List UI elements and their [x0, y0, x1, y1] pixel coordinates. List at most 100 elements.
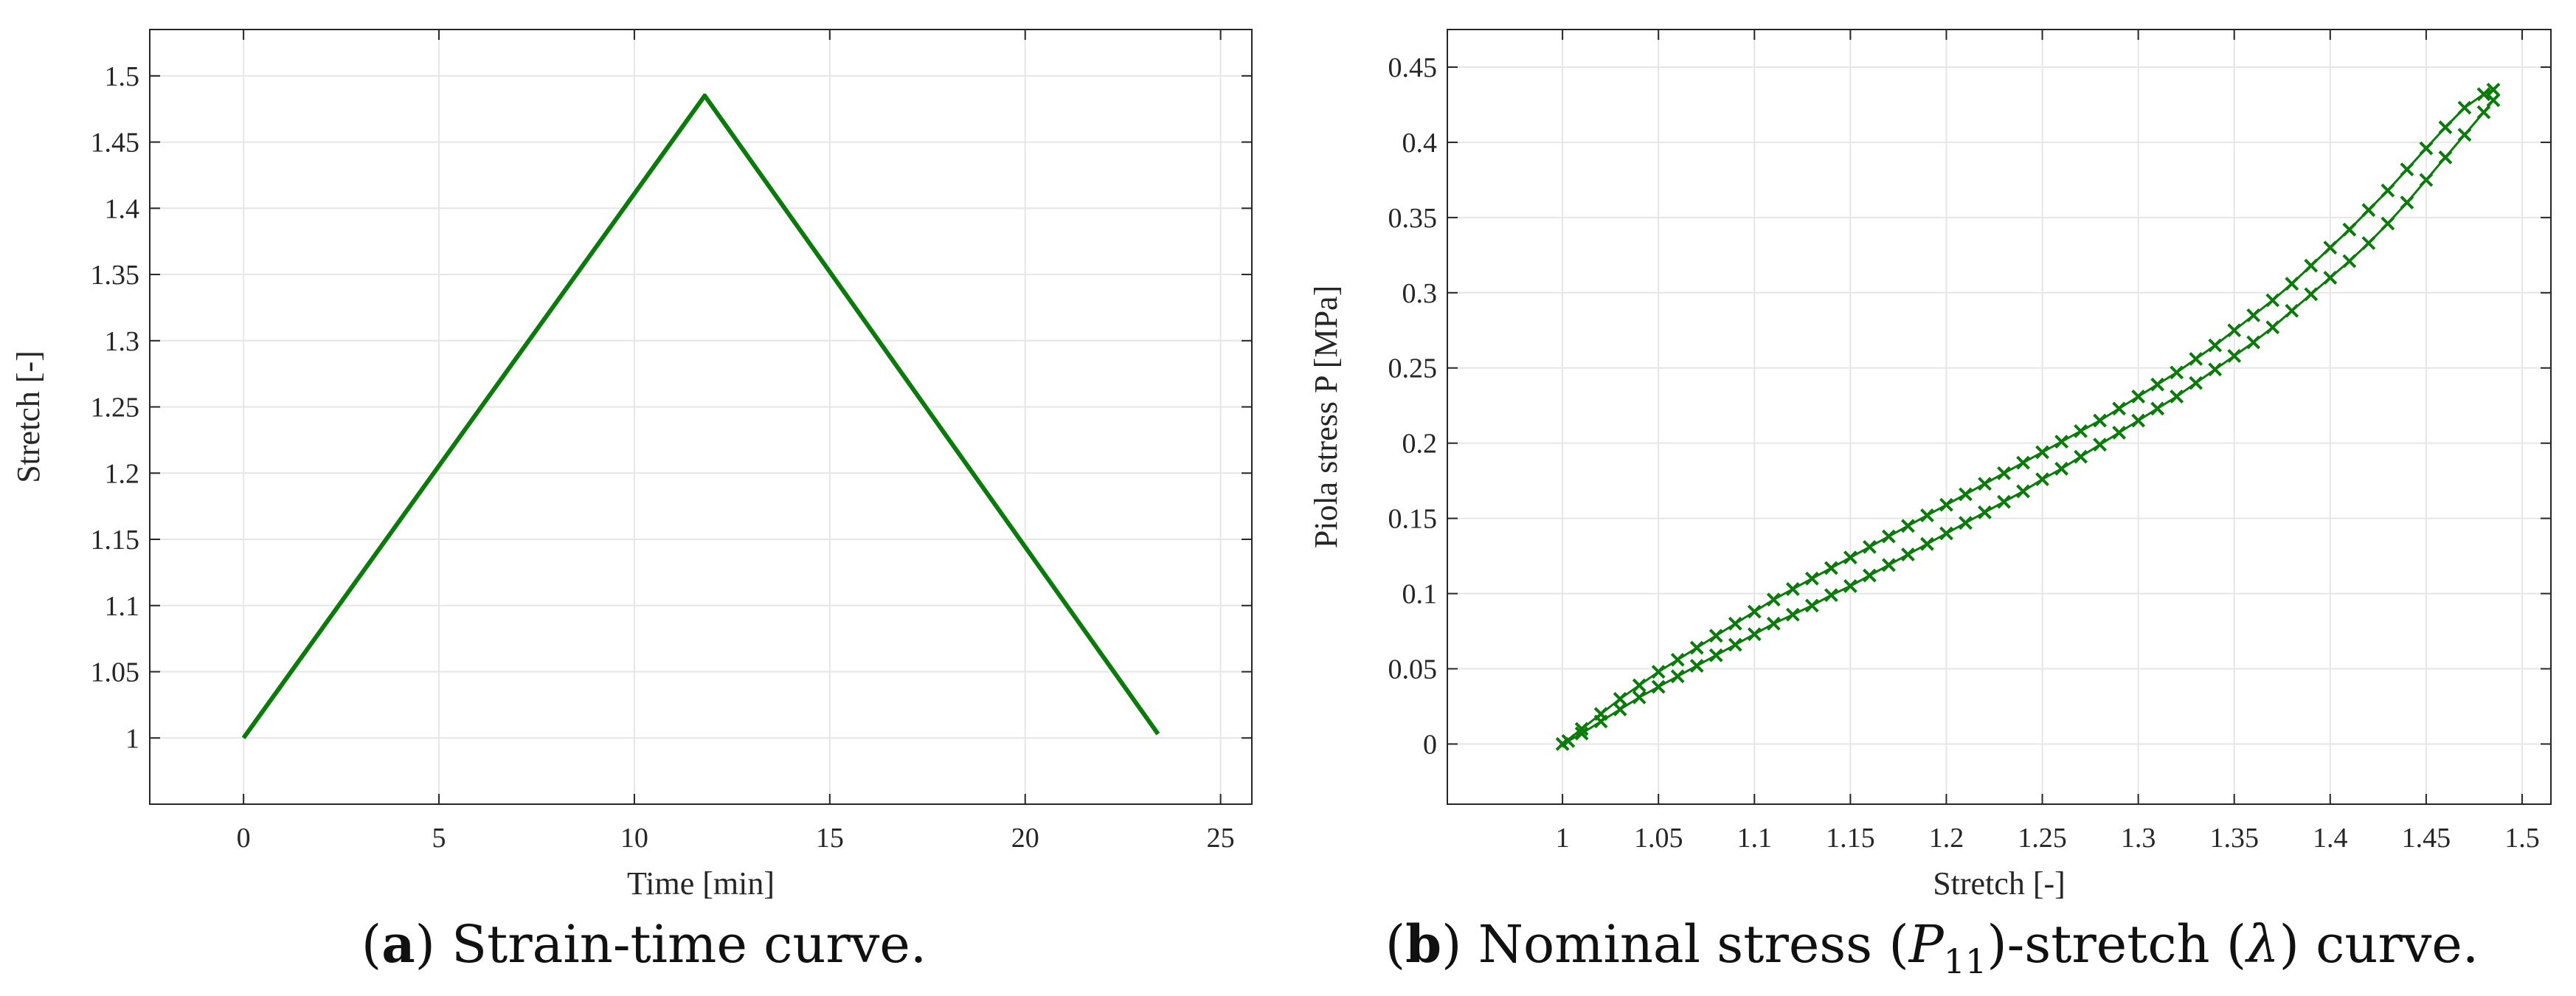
y-tick-label: 1.4 [105, 193, 140, 224]
data-point-loading [1939, 497, 1953, 512]
data-point-loading [1708, 629, 1723, 643]
y-tick-label: 1.3 [105, 326, 140, 357]
data-point-loading [2150, 377, 2165, 392]
caption-b-symbol-p: P [1908, 914, 1944, 975]
caption-a-text: Strain-time curve. [451, 914, 927, 975]
data-point-loading [2112, 401, 2127, 416]
data-point-loading [2381, 183, 2395, 198]
data-point-loading [2189, 352, 2203, 366]
data-point-loading [1881, 529, 1896, 544]
data-point-loading [2323, 241, 2338, 255]
data-point-loading [2400, 162, 2414, 177]
x-tick-label: 1.1 [1737, 823, 1773, 854]
data-point-loading [1670, 652, 1685, 667]
data-point-unloading [2246, 335, 2261, 350]
data-point-unloading [1939, 526, 1953, 541]
x-tick-label: 1.3 [2121, 823, 2156, 854]
axes-box [149, 29, 1253, 805]
data-point-loading [1766, 592, 1781, 607]
caption-b-subscript: 11 [1943, 941, 1987, 981]
x-tick-label: 1.5 [2504, 823, 2540, 854]
data-point-unloading [1766, 616, 1781, 631]
y-tick-label: 0.4 [1402, 128, 1438, 159]
data-point-loading [2054, 435, 2068, 449]
series-line-loading [1562, 89, 2494, 745]
data-point-loading [2486, 83, 2501, 97]
caption-b-mid: )-stretch ( [1987, 914, 2247, 975]
data-point-unloading [2208, 362, 2223, 377]
data-point-unloading [2457, 128, 2472, 142]
data-point-loading [1959, 487, 1973, 502]
series-line-stretch [241, 93, 1160, 740]
data-point-unloading [1920, 536, 1934, 551]
data-point-loading [1862, 539, 1877, 554]
data-point-unloading [2304, 287, 2319, 302]
data-point-unloading [1881, 558, 1896, 573]
data-point-loading [2074, 423, 2088, 438]
y-tick-label: 1.15 [91, 525, 140, 556]
data-point-unloading [1689, 659, 1704, 673]
data-point-unloading [2150, 401, 2165, 416]
caption-a: (a) Strain-time curve. [361, 913, 927, 975]
data-point-unloading [1708, 648, 1723, 663]
y-tick-label: 1.5 [105, 61, 140, 92]
data-point-unloading [2093, 438, 2108, 452]
data-point-unloading [2016, 484, 2030, 499]
data-point-unloading [2035, 472, 2049, 487]
caption-b-symbol-lambda: λ [2246, 914, 2279, 975]
data-point-unloading [1824, 588, 1838, 603]
data-point-loading [1920, 508, 1934, 522]
data-point-loading [1632, 678, 1647, 693]
y-tick-label: 0.25 [1388, 353, 1438, 384]
data-point-unloading [1785, 607, 1800, 622]
data-point-unloading [1574, 726, 1589, 741]
y-tick-label: 0.3 [1402, 278, 1438, 309]
x-tick-label: 20 [1011, 823, 1039, 854]
data-point-loading [2170, 365, 2184, 380]
y-tick-label: 0.45 [1388, 52, 1438, 83]
data-point-loading [1901, 519, 1915, 533]
data-point-unloading [1593, 714, 1608, 729]
data-point-loading [1824, 561, 1838, 575]
data-point-loading [2457, 100, 2472, 115]
x-tick-label: 1.4 [2313, 823, 2348, 854]
caption-b-pre: Nominal stress ( [1478, 914, 1909, 975]
data-point-loading [1978, 477, 1992, 491]
data-point-unloading [2074, 449, 2088, 464]
data-point-loading [1804, 571, 1819, 586]
axes-box [1447, 29, 2552, 805]
x-tick-label: 10 [620, 823, 648, 854]
data-point-loading [1747, 604, 1762, 619]
y-tick-label: 1.25 [91, 392, 140, 423]
data-point-unloading [2400, 196, 2414, 210]
x-tick-label: 1.25 [2018, 823, 2067, 854]
y-tick-label: 1.2 [105, 458, 140, 489]
data-point-unloading [2112, 425, 2127, 440]
data-point-loading [1843, 550, 1857, 565]
data-point-unloading [2131, 413, 2146, 428]
data-point-loading [2304, 258, 2319, 273]
x-axis-label: Stretch [-] [1933, 865, 2066, 902]
data-point-loading [1613, 691, 1627, 706]
x-tick-label: 0 [237, 823, 251, 854]
data-point-loading [2246, 308, 2261, 322]
x-tick-label: 1.35 [2209, 823, 2259, 854]
data-point-unloading [2285, 303, 2299, 318]
series-line-unloading [1568, 99, 2495, 742]
data-point-unloading [1747, 627, 1762, 642]
y-axis-label: Stretch [-] [10, 350, 46, 483]
data-point-unloading [2381, 216, 2395, 231]
y-tick-label: 1.05 [91, 657, 140, 688]
data-point-unloading [1959, 516, 1973, 530]
data-point-unloading [1632, 690, 1647, 705]
x-tick-label: 5 [432, 823, 446, 854]
data-point-unloading [1901, 547, 1915, 561]
data-point-unloading [2189, 376, 2203, 390]
y-tick-label: 0.05 [1388, 654, 1438, 685]
x-tick-label: 1.05 [1634, 823, 1683, 854]
y-tick-label: 1.1 [105, 591, 140, 622]
x-tick-label: 1.15 [1826, 823, 1875, 854]
data-point-unloading [1862, 568, 1877, 583]
data-point-unloading [1670, 669, 1685, 684]
data-point-unloading [2054, 461, 2068, 476]
